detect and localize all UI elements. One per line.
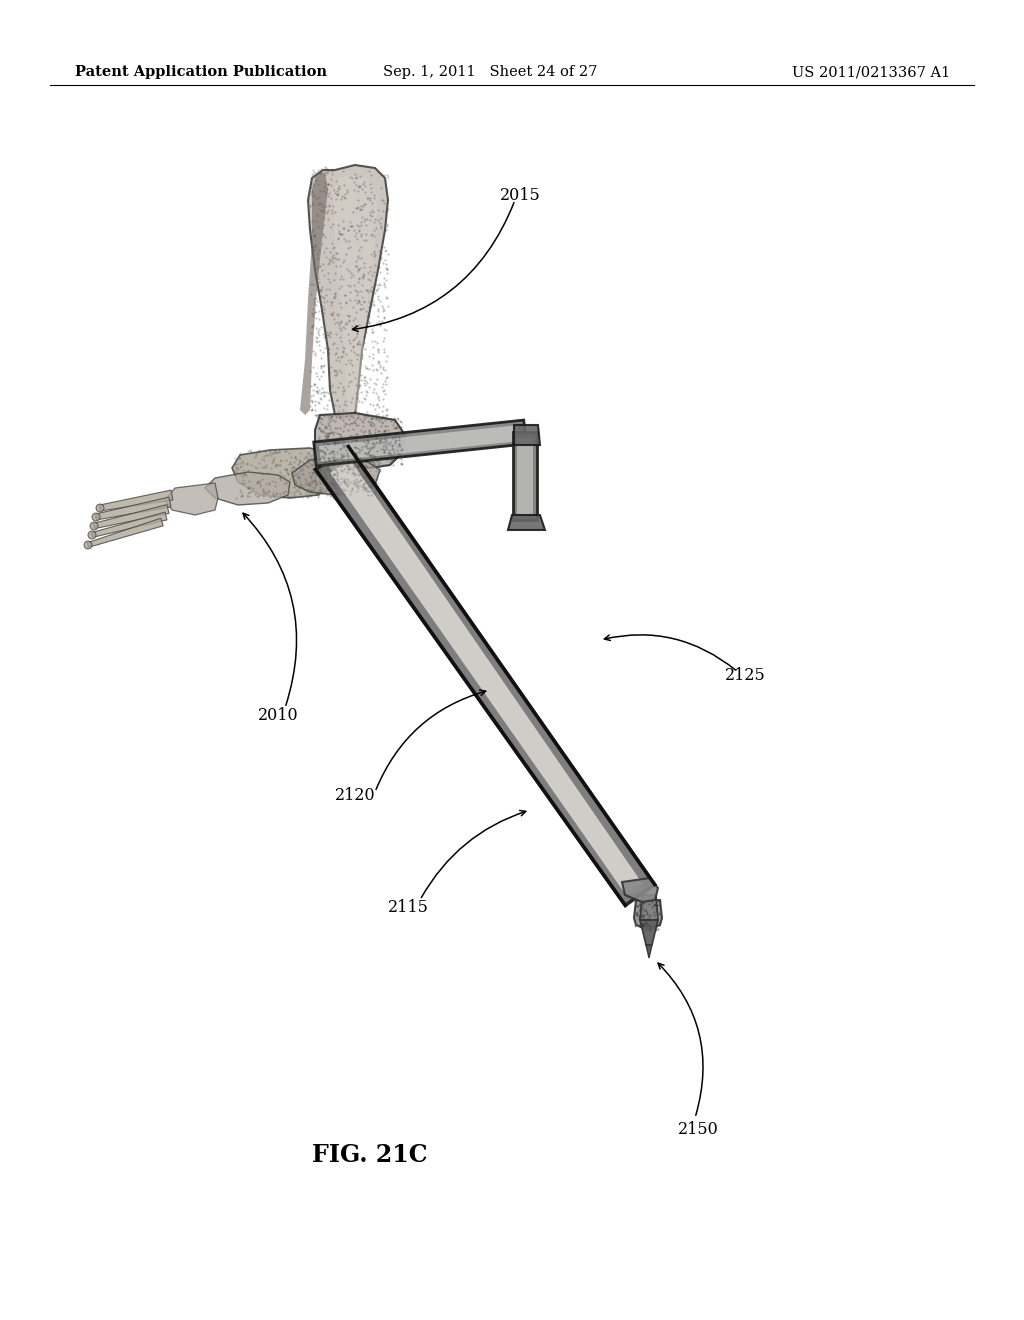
Polygon shape [315,413,406,469]
Polygon shape [99,490,173,511]
Polygon shape [517,438,534,515]
Text: 2115: 2115 [387,899,428,916]
Polygon shape [634,900,662,931]
Text: 2150: 2150 [678,1122,719,1138]
Polygon shape [330,459,642,895]
Circle shape [92,513,100,521]
Polygon shape [313,420,526,466]
Circle shape [88,531,96,539]
Text: US 2011/0213367 A1: US 2011/0213367 A1 [792,65,950,79]
Text: FIG. 21C: FIG. 21C [312,1143,428,1167]
Polygon shape [292,458,380,495]
Polygon shape [640,920,658,945]
Text: 2120: 2120 [335,787,376,804]
Circle shape [84,541,92,549]
Polygon shape [95,498,171,520]
Polygon shape [513,432,537,520]
Polygon shape [205,473,290,506]
Polygon shape [508,515,545,531]
Polygon shape [514,425,540,445]
Polygon shape [300,172,328,414]
Polygon shape [93,504,169,528]
Circle shape [90,521,98,531]
Polygon shape [87,519,163,548]
Polygon shape [330,458,643,896]
Polygon shape [646,945,652,958]
Text: 2125: 2125 [725,667,765,684]
Polygon shape [332,176,378,412]
Polygon shape [91,512,167,537]
Polygon shape [308,165,388,418]
Text: 2015: 2015 [500,186,541,203]
Polygon shape [640,895,658,920]
Text: Sep. 1, 2011   Sheet 24 of 27: Sep. 1, 2011 Sheet 24 of 27 [383,65,597,79]
Polygon shape [232,447,340,498]
Polygon shape [315,446,654,906]
Polygon shape [165,483,218,515]
Text: 2010: 2010 [258,706,298,723]
Text: Patent Application Publication: Patent Application Publication [75,65,327,79]
Polygon shape [319,425,521,462]
Circle shape [96,504,104,512]
Polygon shape [622,878,658,902]
